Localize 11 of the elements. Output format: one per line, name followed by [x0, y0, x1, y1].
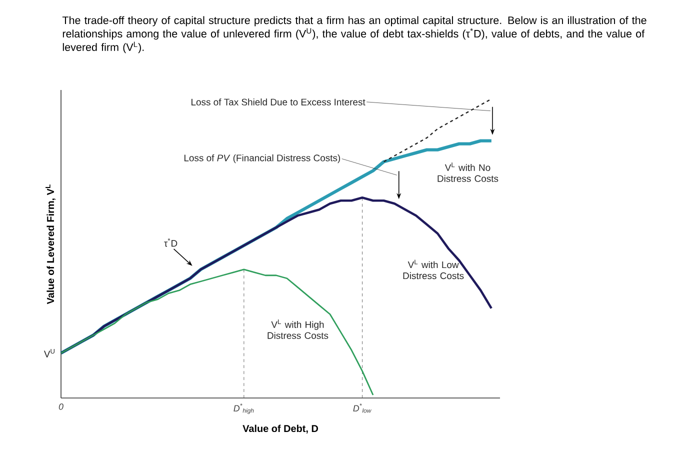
annotation: Loss of PV (Financial Distress Costs)	[184, 154, 340, 164]
y-axis-title: Value of Levered Firm, V$^{L}$	[46, 184, 56, 304]
chart-title: The trade-off theory of capital structure predicts that a firm has an optimal capital structure. Below is an illustration of the relationships among the value of unlevered firm (V$^{U}$), the value of debt tax-shields (τ$^{*}$D), value of debts, and the value of levered firm (V$^{L}$).	[62, 16, 646, 54]
annotation: τ$^{*}$D	[164, 238, 178, 247]
annotation: Loss of Tax Shield Due to Excess Interest	[192, 98, 366, 106]
series-label: V$^{L}$ with Low Distress Costs	[403, 260, 464, 280]
series-label: V$^{L}$ with High Distress Costs	[268, 319, 328, 339]
text: V$^{U}$	[44, 348, 54, 358]
x-tick-label: 0	[58, 404, 64, 410]
x-axis-title: Value of Debt, D	[242, 424, 318, 434]
series-label: V$^{L}$ with No Distress Costs	[438, 162, 498, 182]
